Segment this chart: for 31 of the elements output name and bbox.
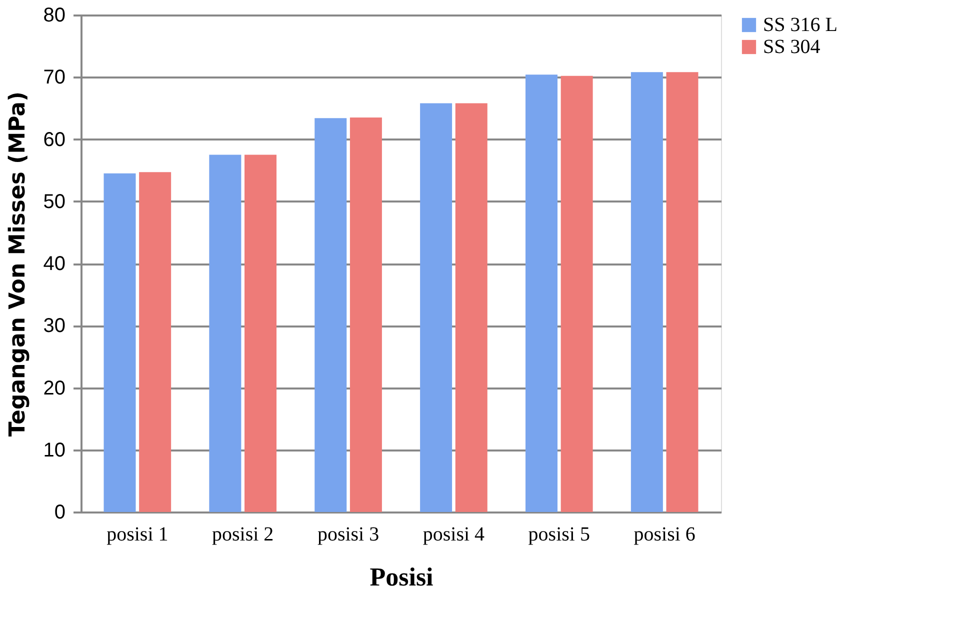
- x-tick-label: posisi 4: [422, 524, 485, 546]
- y-tick-label: 50: [43, 190, 66, 213]
- bar: [139, 172, 172, 512]
- bar: [420, 103, 452, 512]
- bar: [525, 74, 558, 512]
- x-tick-label: posisi 6: [634, 524, 696, 546]
- y-tick-label: 40: [43, 253, 66, 275]
- y-tick-label: 70: [43, 66, 66, 89]
- bar: [104, 173, 136, 512]
- x-tick-label: posisi 5: [528, 524, 590, 546]
- y-tick-label: 60: [43, 128, 66, 151]
- x-axis-title: Posisi: [370, 562, 434, 592]
- bar: [314, 118, 347, 512]
- y-tick-label: 0: [54, 502, 66, 524]
- x-tick-label: posisi 3: [317, 524, 380, 546]
- x-tick-label: posisi 1: [106, 524, 168, 546]
- bar: [666, 72, 698, 512]
- bar: [244, 154, 277, 512]
- y-tick-label: 80: [43, 4, 66, 26]
- y-tick-label: 20: [43, 377, 66, 400]
- bar: [455, 103, 488, 512]
- y-tick-label: 10: [43, 439, 66, 462]
- bar: [560, 76, 593, 512]
- x-tick-label: posisi 2: [212, 524, 274, 546]
- bar: [209, 154, 242, 512]
- bar: [630, 72, 663, 512]
- bar: [350, 118, 382, 512]
- y-tick-label: 30: [43, 315, 66, 338]
- y-axis-title: Tegangan Von Misses (MPa): [5, 91, 30, 437]
- legend-label: SS 304: [763, 36, 820, 58]
- legend-label: SS 316 L: [763, 14, 838, 36]
